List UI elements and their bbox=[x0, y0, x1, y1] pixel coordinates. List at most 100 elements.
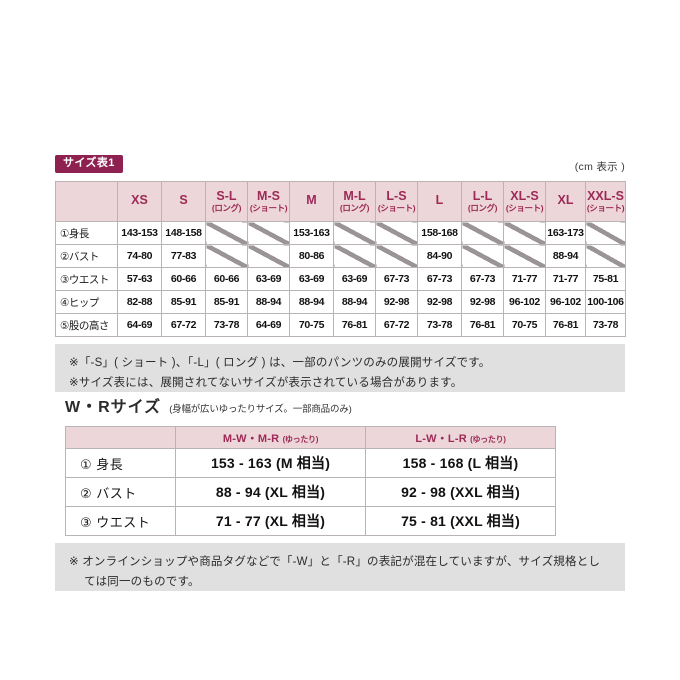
cell-height-m: 153-163 bbox=[289, 221, 334, 245]
wr-cell-bust-l: 92 - 98 (XXL 相当) bbox=[365, 477, 556, 507]
cell-bust-xl: 88-94 bbox=[545, 244, 586, 268]
column-header-xxl-s: XXL-S (ショート) bbox=[585, 181, 626, 222]
cell-waist-xl-s: 71-77 bbox=[503, 267, 546, 291]
table-row: ⑤股の高さ 64-69 67-72 73-78 64-69 70-75 76-8… bbox=[55, 313, 626, 337]
column-header-xs-label: XS bbox=[131, 193, 148, 208]
cell-waist-l-s: 67-73 bbox=[375, 267, 418, 291]
cell-hip-xl: 96-102 bbox=[545, 290, 586, 314]
column-header-m-l-sub: (ロング) bbox=[339, 203, 370, 214]
cell-height-m-l bbox=[333, 221, 376, 245]
cell-rise-xxl-s: 73-78 bbox=[585, 313, 626, 337]
cell-hip-l-l: 92-98 bbox=[461, 290, 504, 314]
cell-hip-xxl-s: 100-106 bbox=[585, 290, 626, 314]
column-header-m-s: M-S (ショート) bbox=[247, 181, 290, 222]
wr-column-header-l-label: L-W・L-R bbox=[415, 432, 467, 445]
cell-bust-l-l bbox=[461, 244, 504, 268]
cell-bust-m: 80-86 bbox=[289, 244, 334, 268]
cell-hip-m: 88-94 bbox=[289, 290, 334, 314]
cell-bust-xl-s bbox=[503, 244, 546, 268]
column-header-m-l: M-L (ロング) bbox=[333, 181, 376, 222]
column-header-s-l-sub: (ロング) bbox=[211, 203, 242, 214]
column-header-xl-label: XL bbox=[557, 193, 574, 208]
wr-row-label-height: ① 身長 bbox=[65, 448, 176, 478]
wr-column-header-m-label: M-W・M-R bbox=[222, 432, 280, 445]
wr-row-label-waist: ③ ウエスト bbox=[65, 506, 176, 536]
wr-column-header-l: L-W・L-R (ゆったり) bbox=[365, 426, 556, 449]
cell-hip-xl-s: 96-102 bbox=[503, 290, 546, 314]
wr-section-title: W・Rサイズ bbox=[65, 399, 162, 416]
column-header-xl-s: XL-S (ショート) bbox=[503, 181, 546, 222]
column-header-l-s-label: L-S bbox=[386, 188, 407, 203]
table-row: ①身長 143-153 148-158 153-163 158-168 163-… bbox=[55, 221, 626, 245]
table-row: ③ ウエスト 71 - 77 (XL 相当) 75 - 81 (XXL 相当) bbox=[65, 506, 556, 536]
cell-waist-m: 63-69 bbox=[289, 267, 334, 291]
cell-rise-l-l: 76-81 bbox=[461, 313, 504, 337]
cell-hip-s: 85-91 bbox=[161, 290, 206, 314]
cell-height-m-s bbox=[247, 221, 290, 245]
cell-bust-l-s bbox=[375, 244, 418, 268]
wr-cell-height-m: 153 - 163 (M 相当) bbox=[175, 448, 366, 478]
column-header-xl-s-label: XL-S bbox=[510, 188, 539, 203]
cell-waist-m-s: 63-69 bbox=[247, 267, 290, 291]
cell-hip-l-s: 92-98 bbox=[375, 290, 418, 314]
row-label-rise: ⑤股の高さ bbox=[55, 313, 118, 337]
cell-hip-m-s: 88-94 bbox=[247, 290, 290, 314]
cell-waist-xxl-s: 75-81 bbox=[585, 267, 626, 291]
cell-hip-xs: 82-88 bbox=[117, 290, 162, 314]
cell-height-l-l bbox=[461, 221, 504, 245]
cell-bust-m-s bbox=[247, 244, 290, 268]
cell-rise-s: 67-72 bbox=[161, 313, 206, 337]
wr-column-header-l-sub: (ゆったり) bbox=[470, 434, 506, 444]
size-table-1-badge: サイズ表1 bbox=[55, 155, 123, 173]
table-row: ②バスト 74-80 77-83 80-86 84-90 88-94 bbox=[55, 244, 626, 268]
note-bottom-line-1: ※ オンラインショップや商品タグなどで「-W」と「-R」の表記が混在していますが… bbox=[69, 556, 601, 568]
cell-rise-m-s: 64-69 bbox=[247, 313, 290, 337]
column-header-l-l: L-L (ロング) bbox=[461, 181, 504, 222]
table-row: ② バスト 88 - 94 (XL 相当) 92 - 98 (XXL 相当) bbox=[65, 477, 556, 507]
wr-column-header-m-sub: (ゆったり) bbox=[282, 434, 319, 444]
column-header-xs: XS bbox=[117, 181, 162, 222]
cell-rise-l: 73-78 bbox=[417, 313, 462, 337]
cell-waist-s-l: 60-66 bbox=[205, 267, 248, 291]
cell-height-s-l bbox=[205, 221, 248, 245]
cell-rise-m: 70-75 bbox=[289, 313, 334, 337]
cell-bust-m-l bbox=[333, 244, 376, 268]
wr-size-section: W・Rサイズ (身幅が広いゆったりサイズ。一部商品のみ) M-W・M-R (ゆっ… bbox=[65, 400, 625, 536]
size-table-1-header: XS S S-L (ロング) M-S (ショート) bbox=[55, 181, 626, 222]
column-header-l-s-sub: (ショート) bbox=[377, 203, 416, 214]
column-header-xxl-s-label: XXL-S bbox=[587, 188, 624, 203]
cell-height-l-s bbox=[375, 221, 418, 245]
cell-bust-l: 84-90 bbox=[417, 244, 462, 268]
row-label-bust: ②バスト bbox=[55, 244, 118, 268]
column-header-l: L bbox=[417, 181, 462, 222]
table-row: ① 身長 153 - 163 (M 相当) 158 - 168 (L 相当) bbox=[65, 448, 556, 478]
column-header-xl: XL bbox=[545, 181, 586, 222]
cell-hip-l: 92-98 bbox=[417, 290, 462, 314]
column-header-s-l: S-L (ロング) bbox=[205, 181, 248, 222]
note-box-wr: ※ オンラインショップや商品タグなどで「-W」と「-R」の表記が混在していますが… bbox=[55, 543, 625, 591]
cell-waist-l-l: 67-73 bbox=[461, 267, 504, 291]
row-label-waist: ③ウエスト bbox=[55, 267, 118, 291]
column-header-m-l-label: M-L bbox=[343, 188, 366, 203]
wr-cell-height-l: 158 - 168 (L 相当) bbox=[365, 448, 556, 478]
wr-cell-waist-m: 71 - 77 (XL 相当) bbox=[175, 506, 366, 536]
table-row: ③ウエスト 57-63 60-66 60-66 63-69 63-69 63-6… bbox=[55, 267, 626, 291]
size-table-1-section: サイズ表1 (cm 表示 ) XS bbox=[55, 155, 626, 337]
cell-hip-s-l: 85-91 bbox=[205, 290, 248, 314]
cell-waist-xs: 57-63 bbox=[117, 267, 162, 291]
cell-bust-s-l bbox=[205, 244, 248, 268]
column-header-m-s-sub: (ショート) bbox=[249, 203, 288, 214]
cell-height-xs: 143-153 bbox=[117, 221, 162, 245]
wr-cell-bust-m: 88 - 94 (XL 相当) bbox=[175, 477, 366, 507]
size-table-1-header-row: サイズ表1 (cm 表示 ) bbox=[55, 155, 625, 177]
wr-column-header-m: M-W・M-R (ゆったり) bbox=[175, 426, 366, 449]
column-header-m-s-label: M-S bbox=[257, 188, 280, 203]
wr-table-header: M-W・M-R (ゆったり) L-W・L-R (ゆったり) bbox=[65, 426, 556, 449]
column-header-l-label: L bbox=[435, 193, 444, 208]
cell-rise-l-s: 67-72 bbox=[375, 313, 418, 337]
wr-corner bbox=[65, 426, 176, 449]
cell-waist-s: 60-66 bbox=[161, 267, 206, 291]
unit-note: (cm 表示 ) bbox=[574, 161, 625, 173]
cell-height-xl-s bbox=[503, 221, 546, 245]
